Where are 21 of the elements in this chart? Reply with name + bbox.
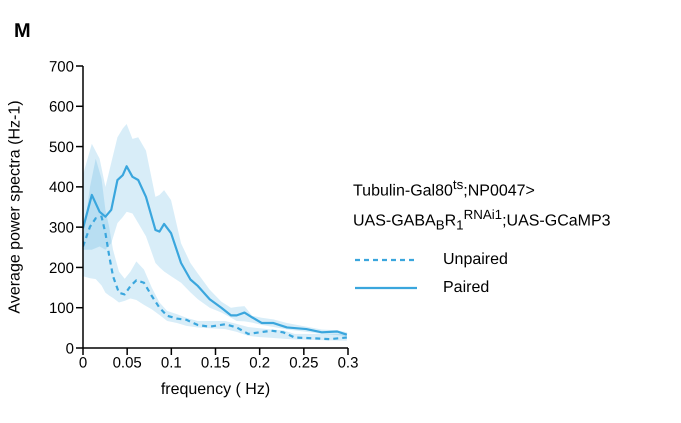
x-tick-label: 0.25 xyxy=(289,354,318,372)
x-tick-label: 0.15 xyxy=(200,354,230,372)
chart-title: M xyxy=(14,20,31,43)
x-tick-label: 0.05 xyxy=(112,354,142,372)
y-tick-label: 200 xyxy=(48,260,74,277)
y-axis-title: Average power spectra (Hz-1) xyxy=(6,100,24,314)
x-tick-label: 0.3 xyxy=(338,354,358,372)
y-tick-label: 0 xyxy=(66,340,74,358)
legend-label: Paired xyxy=(443,278,490,298)
text: Tubulin-Gal80$^{ts}$;NP0047> UAS-GABA$_{B}$R$_{1}$$^{RNAi1}$;UAS-GCaMP3 xyxy=(353,177,611,233)
x-axis-title: frequency ( Hz) xyxy=(160,381,270,398)
y-tick-label: 500 xyxy=(48,138,74,156)
x-tick-label: 0 xyxy=(78,354,88,372)
y-tick-label: 700 xyxy=(48,58,74,76)
legend-label: Unpaired xyxy=(443,250,508,270)
y-tick-label: 400 xyxy=(48,179,74,196)
y-tick-label: 600 xyxy=(48,98,74,116)
x-tick-label: 0.1 xyxy=(160,354,182,372)
x-tick-label: 0.2 xyxy=(249,354,270,372)
y-tick-label: 100 xyxy=(48,300,74,318)
y-tick-label: 300 xyxy=(48,219,74,236)
